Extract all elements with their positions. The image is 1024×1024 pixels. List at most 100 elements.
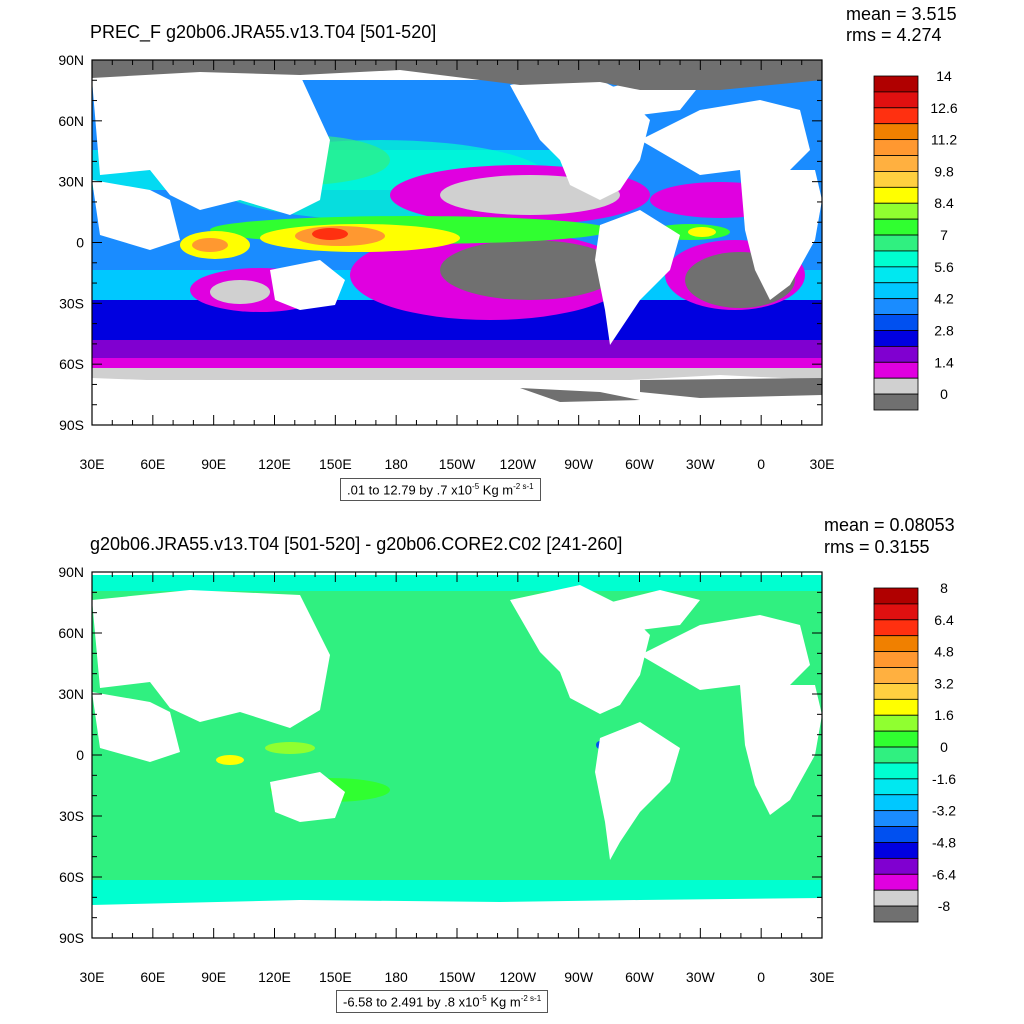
panel2-mean: mean = 0.08053 <box>824 515 955 535</box>
colorbar-label: 11.2 <box>931 132 957 148</box>
panel1-map <box>92 60 822 425</box>
colorbar-box <box>873 234 919 252</box>
colorbar-label: -3.2 <box>932 803 956 819</box>
colorbar-box <box>873 361 919 379</box>
colorbar-box <box>873 794 919 812</box>
colorbar-label: 1.4 <box>934 354 954 370</box>
panel2-range-prefix: -6.58 to 2.491 by .8 x10 <box>343 994 480 1010</box>
colorbar-box <box>873 635 919 653</box>
panel1-lon-labels: 30E 60E 90E 120E 150E 180 150W 120W 90W 60W 30W 0 30… <box>80 456 835 472</box>
colorbar-label: 14 <box>936 68 952 84</box>
colorbar-label: 8 <box>940 580 948 596</box>
colorbar-box <box>873 266 919 284</box>
colorbar-box <box>873 345 919 363</box>
colorbar-box <box>873 282 919 300</box>
colorbar-label: 9.8 <box>934 163 954 179</box>
colorbar-box <box>873 873 919 891</box>
lat-label: 30N <box>58 686 84 702</box>
colorbar-box <box>873 651 919 668</box>
colorbar-box <box>873 619 919 637</box>
panel2-land <box>92 585 822 860</box>
lon-label: 60W <box>625 969 655 985</box>
colorbar-box <box>873 314 919 331</box>
colorbar-label: 3.2 <box>934 675 954 691</box>
colorbar-box <box>873 698 919 716</box>
lat-label: 30N <box>58 174 84 190</box>
colorbar-box <box>873 107 919 125</box>
lon-label: 30E <box>810 456 835 472</box>
colorbar-box <box>873 778 919 796</box>
colorbar-box <box>873 155 919 172</box>
panel2-range-note: -6.58 to 2.491 by .8 x10-5 Kg m-2 s-1 <box>336 990 549 1014</box>
lon-label: 180 <box>384 456 408 472</box>
panel2-title: g20b06.JRA55.v13.T04 [501-520] - g20b06.… <box>90 534 623 554</box>
lon-label: 90W <box>564 456 594 472</box>
panel2-map <box>92 572 822 938</box>
lat-label: 90N <box>58 52 84 68</box>
lon-label: 180 <box>384 969 408 985</box>
lon-label: 120E <box>258 456 291 472</box>
lat-label: 30S <box>59 808 84 824</box>
lon-label: 30E <box>80 456 105 472</box>
colorbar-label: 6.4 <box>934 612 954 628</box>
panel1-range-units: Kg m <box>479 482 514 498</box>
panel1-title: PREC_F g20b06.JRA55.v13.T04 [501-520] <box>90 22 437 42</box>
colorbar-box <box>873 202 919 220</box>
colorbar-box <box>873 730 919 748</box>
panel1-colorbar: 14 12.6 11.2 9.8 8.4 7 5.6 4.2 2.8 1.4 0 <box>873 68 958 411</box>
panel1-rms: rms = 4.274 <box>846 25 942 45</box>
panel1-lat-labels: 90N 60N 30N 0 30S 60S 90S <box>58 52 84 433</box>
colorbar-label: 12.6 <box>930 100 957 116</box>
lon-label: 150E <box>319 456 352 472</box>
colorbar-box <box>873 123 919 141</box>
lat-label: 90S <box>59 930 84 946</box>
panel2-range-units: Kg m <box>486 994 521 1010</box>
panel2-colorbar: 8 6.4 4.8 3.2 1.6 0 -1.6 -3.2 -4.8 -6.4 -8 <box>873 580 956 923</box>
colorbar-box <box>873 842 919 859</box>
colorbar-box <box>873 139 919 156</box>
lon-label: 120W <box>500 969 537 985</box>
lon-label: 30W <box>686 456 716 472</box>
colorbar-label: -8 <box>938 898 951 914</box>
panel1-land <box>92 70 822 345</box>
lon-label: 30W <box>686 969 716 985</box>
panel1-range-note: .01 to 12.79 by .7 x10-5 Kg m-2 s-1 <box>340 478 541 502</box>
panel2-lon-labels: 30E 60E 90E 120E 150E 180 150W 120W 90W 60W 30W 0 30… <box>80 969 835 985</box>
lat-label: 0 <box>76 747 84 763</box>
lat-label: 60N <box>58 625 84 641</box>
colorbar-box <box>873 667 919 684</box>
colorbar-box <box>873 218 919 236</box>
colorbar-label: 0 <box>940 739 948 755</box>
panel1-ticks <box>91 59 823 426</box>
colorbar-label: -6.4 <box>932 866 956 882</box>
lon-label: 30E <box>80 969 105 985</box>
lat-label: 90S <box>59 417 84 433</box>
panel2-range-exp: -5 <box>479 994 487 1003</box>
lon-label: 30E <box>810 969 835 985</box>
colorbar-box <box>873 905 919 923</box>
lon-label: 150E <box>319 969 352 985</box>
colorbar-box <box>873 857 919 875</box>
colorbar-label: -4.8 <box>932 834 956 850</box>
lat-label: 0 <box>76 235 84 251</box>
colorbar-box <box>873 91 919 109</box>
panel1-range-units-exp: -2 s-1 <box>513 482 534 491</box>
colorbar-label: 0 <box>940 386 948 402</box>
colorbar-box <box>873 250 919 268</box>
colorbar-box <box>873 746 919 764</box>
colorbar-box <box>873 330 919 347</box>
colorbar-label: -1.6 <box>932 771 956 787</box>
lon-label: 60E <box>140 969 165 985</box>
lat-label: 90N <box>58 564 84 580</box>
colorbar-label: 7 <box>940 227 948 243</box>
lat-label: 60S <box>59 869 84 885</box>
panel1-range-prefix: .01 to 12.79 by .7 x10 <box>347 482 473 498</box>
colorbar-box <box>873 393 919 411</box>
colorbar-box <box>873 298 919 315</box>
colorbar-box <box>873 587 919 605</box>
colorbar-box <box>873 75 919 93</box>
colorbar-label: 4.8 <box>934 644 954 660</box>
colorbar-box <box>873 714 919 732</box>
lon-label: 60E <box>140 456 165 472</box>
